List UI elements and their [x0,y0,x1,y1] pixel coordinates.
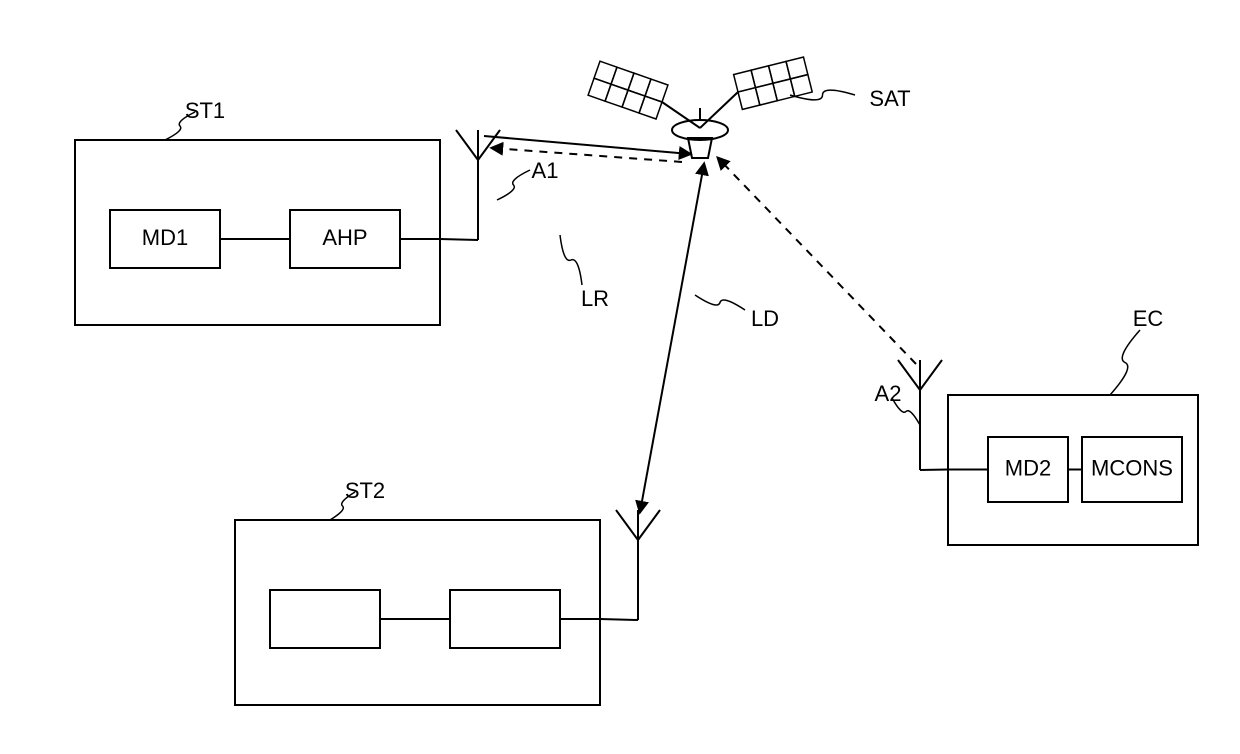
sat-label: SAT [869,86,910,111]
st2-antenna-arm-r [638,510,660,540]
ec-to-antenna [920,470,948,471]
link-EC-to-SAT [718,158,916,364]
st1-md-label: MD1 [142,225,188,250]
leader-LD [695,295,745,310]
leader-A1 [497,170,530,200]
label-A2: A2 [875,381,902,406]
st1-label: ST1 [185,98,225,123]
st2-to-antenna [600,619,638,620]
st1-antenna-arm-l [456,130,478,160]
st1-antenna-arm-r [478,130,500,160]
ec-md-label: MD2 [1005,455,1051,480]
ec-leader [1110,330,1140,395]
ec-label: EC [1133,306,1164,331]
st1-ahp-label: AHP [322,225,367,250]
label-LD: LD [751,306,779,331]
ec-mcons-label: MCONS [1091,455,1173,480]
sat-panel-left-strut [662,102,700,128]
st2-ahp-box [450,590,560,648]
link-A1-to-SAT [484,136,690,154]
ec-antenna-arm-r [920,360,942,390]
label-LR: LR [581,286,609,311]
sat-panel-right [734,57,813,109]
st2-outer [235,520,600,705]
st2-label: ST2 [345,478,385,503]
st2-antenna-arm-l [616,510,638,540]
st1-to-antenna [440,239,478,240]
st2-md-box [270,590,380,648]
leader-LR [560,235,582,285]
satellite-network-diagram: MD1 AHP ST1 ST2 MD2 MCONS EC SAT A1 A2 LR LD [0,0,1240,754]
sat-panel-left [588,61,668,119]
st1-outer [75,140,440,325]
link-LD [640,164,704,512]
label-A1: A1 [532,158,559,183]
